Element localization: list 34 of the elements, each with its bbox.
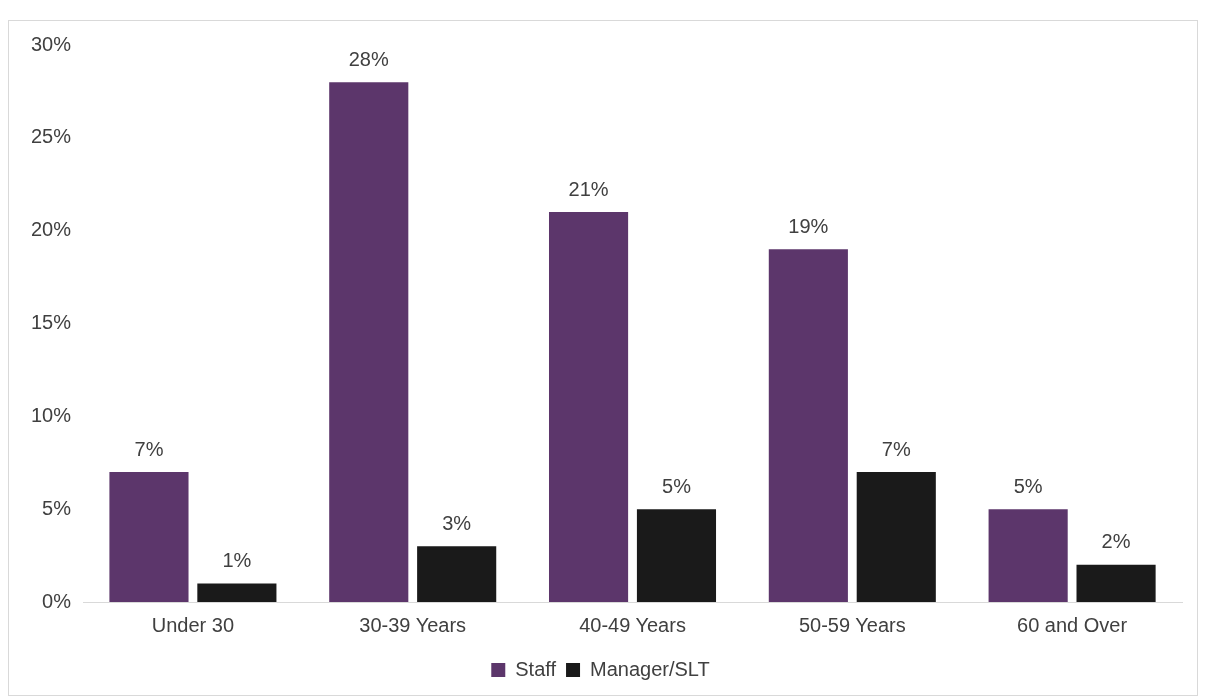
data-label: 2% xyxy=(1101,530,1131,553)
y-tick-label: 10% xyxy=(31,403,72,426)
data-label: 5% xyxy=(1013,474,1043,497)
bar xyxy=(197,583,277,602)
data-label: 19% xyxy=(788,214,829,237)
legend-label: Staff xyxy=(515,657,557,680)
data-label: 7% xyxy=(881,437,911,460)
y-tick-label: 30% xyxy=(31,32,72,55)
bar xyxy=(109,472,189,602)
bar xyxy=(548,212,629,602)
x-tick-label: 60 and Over xyxy=(1017,613,1128,636)
data-label: 7% xyxy=(134,437,164,460)
y-tick-label: 20% xyxy=(31,218,72,241)
data-label: 5% xyxy=(662,474,692,497)
legend-label: Manager/SLT xyxy=(590,657,710,680)
data-label: 21% xyxy=(568,177,609,200)
data-label: 28% xyxy=(348,47,389,70)
bar xyxy=(636,509,717,602)
y-tick-label: 0% xyxy=(42,589,72,612)
bar xyxy=(1076,564,1156,602)
bar xyxy=(329,82,409,602)
y-tick-label: 5% xyxy=(42,496,72,519)
bar xyxy=(988,509,1068,602)
data-label: 3% xyxy=(442,511,472,534)
x-tick-label: 40-49 Years xyxy=(579,613,686,636)
x-tick-label: 30-39 Years xyxy=(359,613,467,636)
x-tick-label: Under 30 xyxy=(151,613,235,636)
data-label: 1% xyxy=(222,548,252,571)
bar xyxy=(768,249,848,602)
x-tick-label: 50-59 Years xyxy=(798,613,906,636)
bar xyxy=(417,546,497,602)
bar xyxy=(856,472,936,602)
y-tick-label: 25% xyxy=(31,125,72,148)
y-tick-label: 15% xyxy=(31,311,72,334)
